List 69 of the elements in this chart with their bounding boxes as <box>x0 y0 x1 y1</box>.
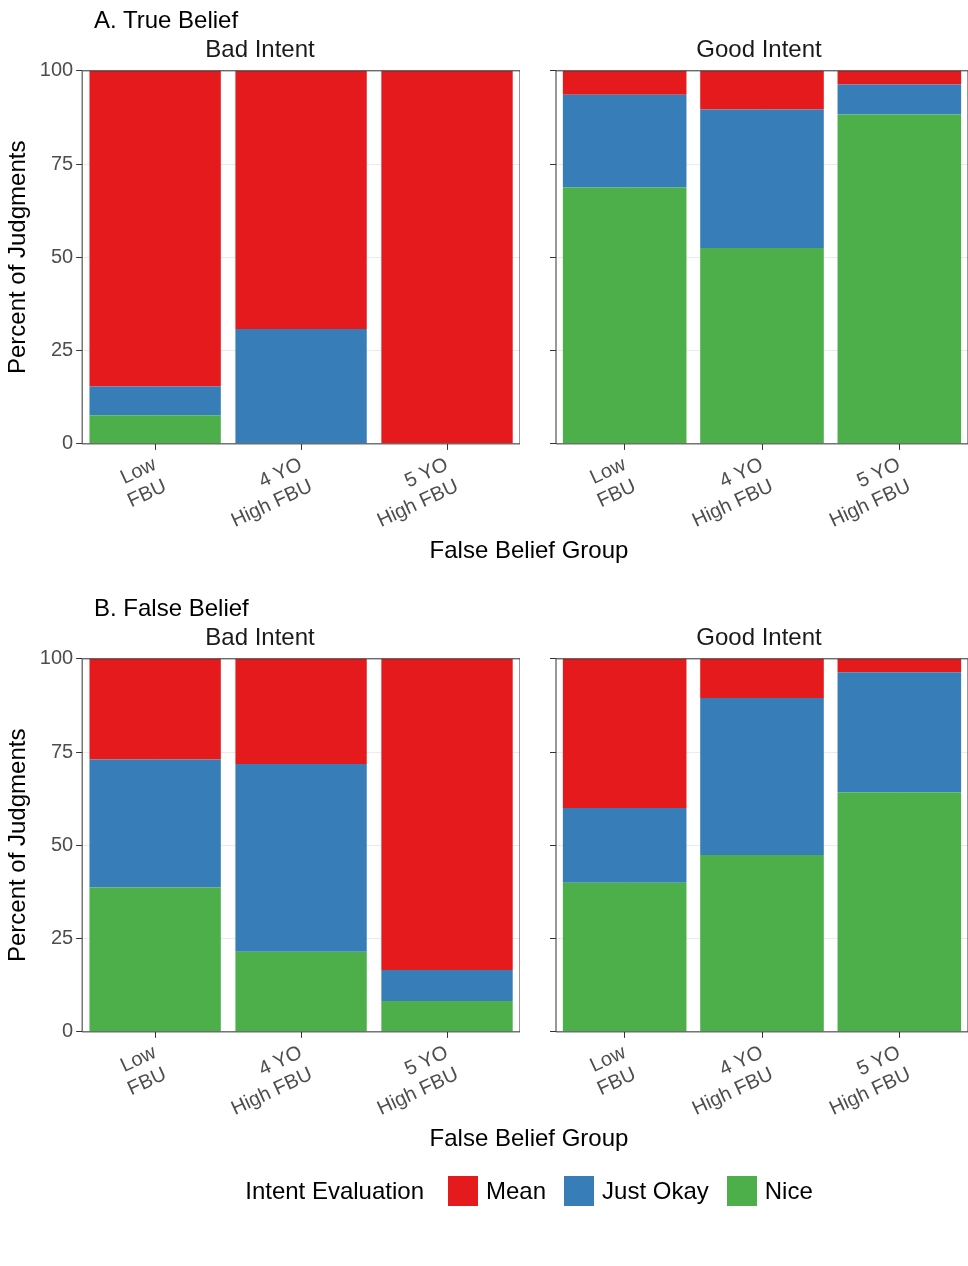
bar <box>235 70 367 329</box>
y-tick-label: 0 <box>62 431 74 454</box>
text: B. False Belief <box>93 593 250 623</box>
y-tick-label: 100 <box>39 646 74 669</box>
legend-label: Nice <box>764 1177 813 1205</box>
bar <box>89 386 221 416</box>
chart-title: Bad Intent <box>205 35 316 63</box>
y-tick-label: 75 <box>50 739 74 762</box>
y-tick-label: 25 <box>50 338 74 361</box>
bar <box>562 658 687 809</box>
bar <box>700 697 824 856</box>
x-tick-label: Low FBU <box>586 1040 639 1100</box>
bar <box>381 70 513 444</box>
bar <box>235 951 367 1032</box>
bar <box>89 759 221 888</box>
x-axis-title: False Belief Group <box>428 1124 630 1153</box>
y-tick-label: 75 <box>50 151 74 174</box>
x-tick-label: 4 YO High FBU <box>688 452 777 531</box>
y-tick-label: 25 <box>50 926 74 949</box>
bar <box>837 84 962 115</box>
chart-title: Good Intent <box>696 35 823 63</box>
x-tick-label: 5 YO High FBU <box>373 452 462 531</box>
bar <box>700 70 824 110</box>
y-axis-title: Percent of Judgments <box>3 140 31 375</box>
bar <box>562 187 687 444</box>
bar <box>562 882 687 1032</box>
x-tick-label: Low FBU <box>116 1040 170 1100</box>
x-tick-label: Low FBU <box>586 452 639 512</box>
bar <box>381 969 513 1001</box>
text: A. True Belief <box>93 5 240 35</box>
y-tick-label: 100 <box>39 58 74 81</box>
x-tick-label: 4 YO High FBU <box>227 452 316 531</box>
x-tick-label: 4 YO High FBU <box>227 1040 316 1119</box>
bar <box>89 887 221 1032</box>
bar <box>700 658 824 698</box>
bar <box>700 248 824 444</box>
bar <box>89 70 221 387</box>
x-tick-label: Low FBU <box>116 452 170 512</box>
x-tick-label: 5 YO High FBU <box>825 1040 914 1119</box>
bar <box>700 855 824 1032</box>
bar <box>837 70 962 85</box>
bar <box>700 109 824 248</box>
legend-label: Just Okay <box>602 1177 709 1205</box>
chart-title: Bad Intent <box>205 623 316 651</box>
x-tick-label: 4 YO High FBU <box>688 1040 777 1119</box>
x-axis-title: False Belief Group <box>428 536 630 565</box>
bar <box>89 415 221 444</box>
y-tick-label: 0 <box>62 1019 74 1042</box>
bar <box>562 808 687 883</box>
bar <box>837 672 962 793</box>
y-tick-label: 50 <box>50 832 74 855</box>
y-tick-label: 50 <box>50 244 74 267</box>
legend-title: Intent Evaluation <box>245 1177 425 1205</box>
bar <box>381 1000 513 1032</box>
bar <box>837 114 962 444</box>
bar <box>837 792 962 1032</box>
bar <box>562 70 687 95</box>
chart-title: Good Intent <box>696 623 823 651</box>
bar <box>837 658 962 673</box>
x-tick-label: 5 YO High FBU <box>825 452 914 531</box>
bar <box>381 658 513 970</box>
bar <box>235 764 367 952</box>
y-axis-title: Percent of Judgments <box>3 728 31 963</box>
bar <box>562 94 687 188</box>
bar <box>235 658 367 764</box>
legend-label: Mean <box>486 1177 547 1205</box>
x-tick-label: 5 YO High FBU <box>373 1040 462 1119</box>
bar <box>235 328 367 444</box>
bar <box>89 658 221 760</box>
